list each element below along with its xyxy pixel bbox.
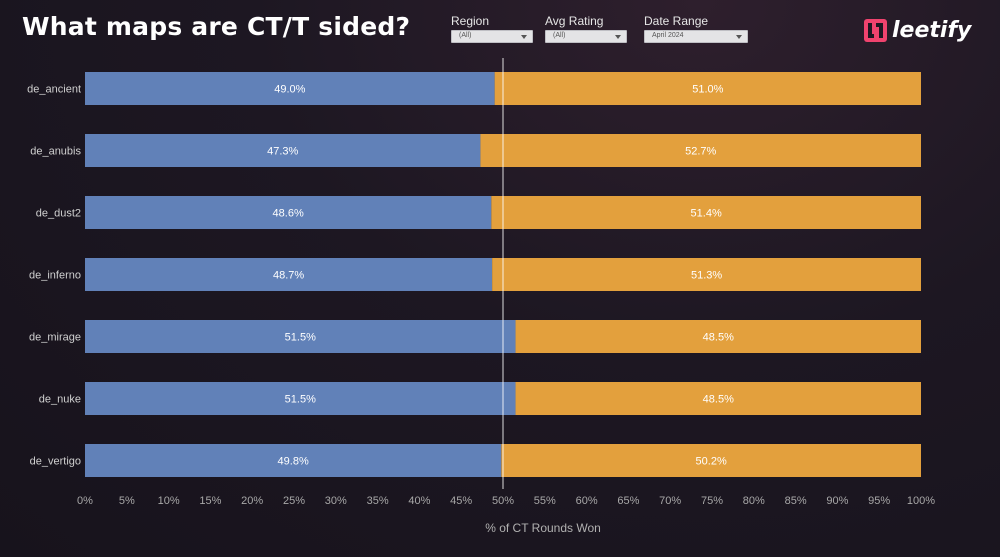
- x-tick-label: 15%: [199, 495, 221, 507]
- ct-value-label-de_ancient: 49.0%: [274, 84, 305, 96]
- t-bar-de_ancient[interactable]: [494, 72, 921, 105]
- leetify-logo-icon: [864, 19, 887, 42]
- ct-bar-de_nuke[interactable]: [85, 382, 516, 415]
- x-tick-label: 35%: [367, 495, 389, 507]
- x-tick-label: 45%: [450, 495, 472, 507]
- ct-value-label-de_inferno: 48.7%: [273, 270, 304, 282]
- x-tick-label: 10%: [158, 495, 180, 507]
- avg-rating-filter-label: Avg Rating: [545, 14, 604, 28]
- t-bar-de_nuke[interactable]: [515, 382, 921, 415]
- t-value-label-de_mirage: 48.5%: [703, 332, 734, 344]
- x-tick-label: 55%: [534, 495, 556, 507]
- date-range-filter: Date Range April 2024: [644, 14, 748, 43]
- bars-group: de_ancient 49.0% 51.0% de_anubis 47.3% 52.7% d…: [27, 72, 921, 477]
- category-label-de_inferno: de_inferno: [29, 270, 81, 282]
- x-tick-label: 80%: [743, 495, 765, 507]
- t-bar-de_inferno[interactable]: [492, 258, 921, 291]
- t-value-label-de_nuke: 48.5%: [703, 394, 734, 406]
- x-tick-label: 75%: [701, 495, 723, 507]
- region-filter: Region (All): [451, 14, 533, 43]
- ct-value-label-de_dust2: 48.6%: [273, 208, 304, 220]
- ct-bar-de_anubis[interactable]: [85, 134, 481, 167]
- category-label-de_anubis: de_anubis: [30, 146, 81, 158]
- t-bar-de_vertigo[interactable]: [501, 444, 921, 477]
- t-bar-de_anubis[interactable]: [480, 134, 921, 167]
- avg-rating-dropdown-value: (All): [553, 32, 566, 39]
- t-bar-de_dust2[interactable]: [491, 196, 921, 229]
- ct-value-label-de_mirage: 51.5%: [285, 332, 316, 344]
- x-axis-ticks: 0% 5% 10% 15% 20% 25% 30% 35% 40% 45% 50% 55% 60% 65%…: [77, 495, 935, 507]
- x-tick-label: 60%: [576, 495, 598, 507]
- region-filter-label: Region: [451, 14, 490, 28]
- t-value-label-de_inferno: 51.3%: [691, 270, 722, 282]
- x-tick-label: 40%: [408, 495, 430, 507]
- x-tick-label: 25%: [283, 495, 305, 507]
- category-label-de_vertigo: de_vertigo: [30, 456, 81, 468]
- ct-bar-de_mirage[interactable]: [85, 320, 516, 353]
- category-label-de_dust2: de_dust2: [36, 208, 81, 220]
- t-bar-de_mirage[interactable]: [515, 320, 921, 353]
- logo-text: leetify: [892, 18, 972, 43]
- date-range-dropdown[interactable]: April 2024: [644, 30, 748, 43]
- region-dropdown-value: (All): [459, 32, 472, 39]
- t-value-label-de_ancient: 51.0%: [692, 84, 723, 96]
- x-tick-label: 20%: [241, 495, 263, 507]
- date-range-dropdown-value: April 2024: [652, 32, 684, 39]
- date-range-filter-label: Date Range: [644, 14, 709, 28]
- x-axis-title: % of CT Rounds Won: [485, 521, 601, 535]
- avg-rating-filter: Avg Rating (All): [545, 14, 627, 43]
- x-tick-label: 5%: [119, 495, 135, 507]
- chevron-down-icon: [521, 35, 527, 39]
- t-value-label-de_dust2: 51.4%: [691, 208, 722, 220]
- x-tick-label: 90%: [826, 495, 848, 507]
- chevron-down-icon: [736, 35, 742, 39]
- ct-bar-de_ancient[interactable]: [85, 72, 495, 105]
- category-label-de_ancient: de_ancient: [27, 84, 81, 96]
- ct-value-label-de_nuke: 51.5%: [285, 394, 316, 406]
- ct-bar-de_vertigo[interactable]: [85, 444, 502, 477]
- chart-title: What maps are CT/T sided?: [22, 12, 411, 41]
- x-tick-label: 100%: [907, 495, 935, 507]
- x-tick-label: 30%: [325, 495, 347, 507]
- ct-value-label-de_vertigo: 49.8%: [278, 456, 309, 468]
- chevron-down-icon: [615, 35, 621, 39]
- x-tick-label: 85%: [785, 495, 807, 507]
- t-value-label-de_vertigo: 50.2%: [696, 456, 727, 468]
- x-tick-label: 0%: [77, 495, 93, 507]
- category-label-de_nuke: de_nuke: [39, 394, 81, 406]
- category-label-de_mirage: de_mirage: [29, 332, 81, 344]
- x-tick-label: 50%: [492, 495, 514, 507]
- t-value-label-de_anubis: 52.7%: [685, 146, 716, 158]
- x-tick-label: 95%: [868, 495, 890, 507]
- leetify-logo[interactable]: leetify: [864, 18, 971, 43]
- region-dropdown[interactable]: (All): [451, 30, 533, 43]
- x-tick-label: 70%: [659, 495, 681, 507]
- ct-bar-de_dust2[interactable]: [85, 196, 492, 229]
- x-tick-label: 65%: [617, 495, 639, 507]
- avg-rating-dropdown[interactable]: (All): [545, 30, 627, 43]
- ct-bar-de_inferno[interactable]: [85, 258, 493, 291]
- ct-value-label-de_anubis: 47.3%: [267, 146, 298, 158]
